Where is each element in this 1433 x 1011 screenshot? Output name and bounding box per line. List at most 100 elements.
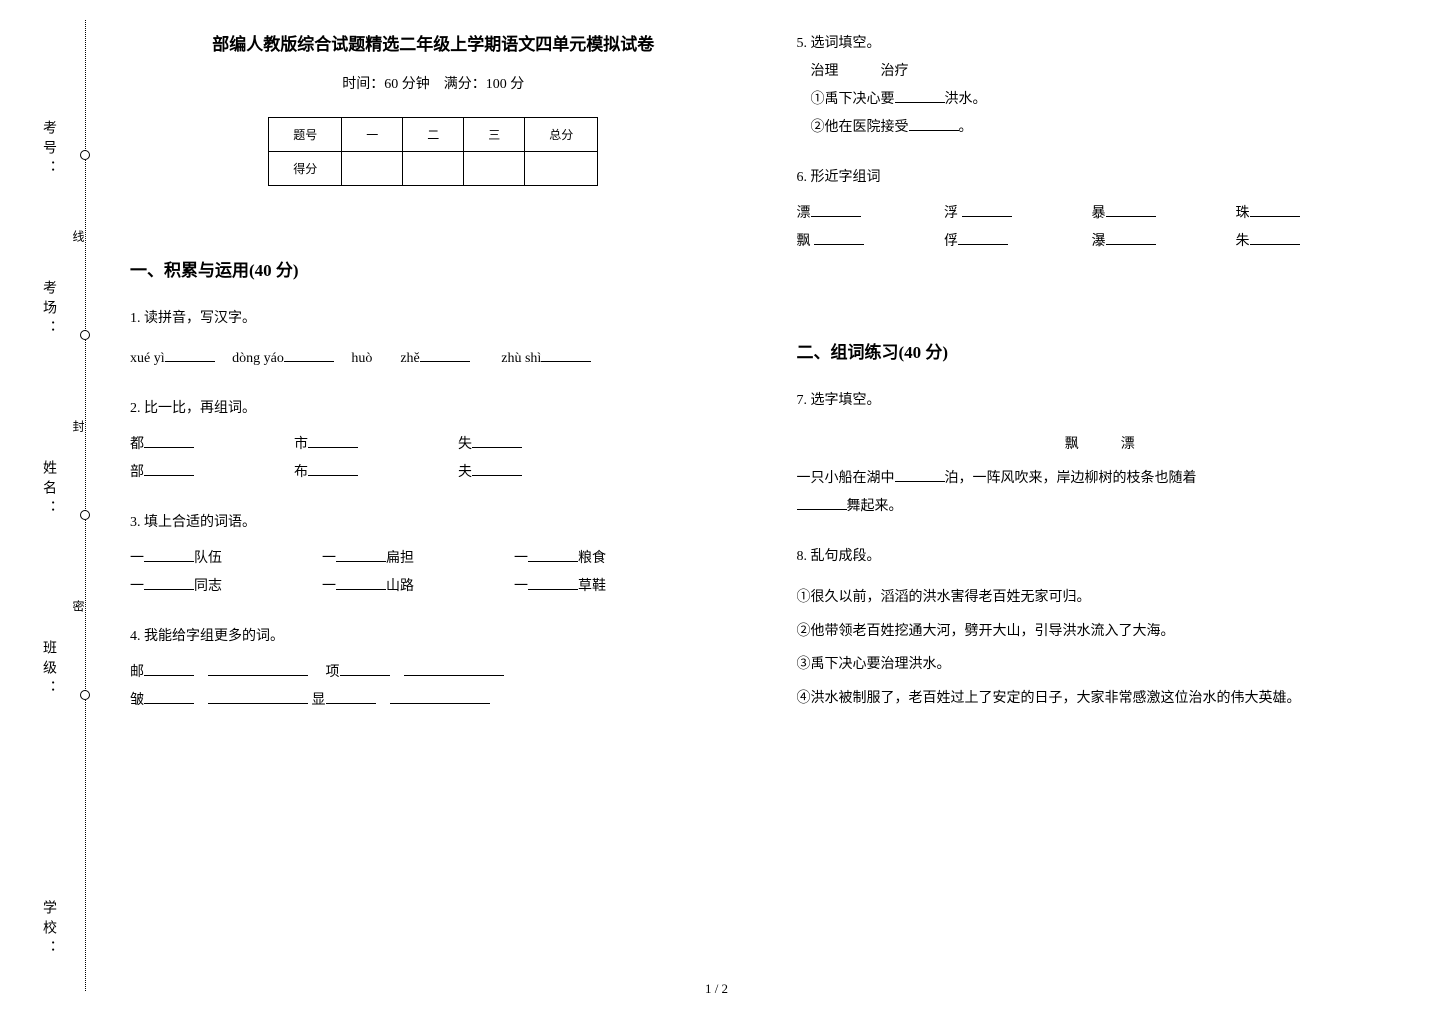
char-item: 皱 [130, 693, 144, 708]
word-item: 队伍 [194, 551, 222, 566]
line-text: 洪水。 [945, 92, 987, 107]
fill-blank [1250, 231, 1300, 245]
score-cell [464, 152, 525, 186]
question-7: 7. 选字填空。 飘 漂 一只小船在湖中 泊，一阵风吹来，岸边柳树的枝条也随着 舞… [797, 387, 1404, 521]
fill-blank [208, 690, 308, 704]
binding-label: 姓名： [38, 460, 58, 520]
fill-blank [336, 576, 386, 590]
word-item: 同志 [194, 579, 222, 594]
word-item: 扁担 [386, 551, 414, 566]
binding-dotted-line [85, 20, 86, 991]
fill-blank [472, 462, 522, 476]
char-item: 浮 [944, 206, 958, 221]
fill-blank [336, 548, 386, 562]
question-stem: 2. 比一比，再组词。 [130, 395, 737, 423]
fill-blank [958, 231, 1008, 245]
char-item: 夫 [458, 465, 472, 480]
fill-blank [1106, 231, 1156, 245]
line-text: ②他在医院接受 [811, 120, 909, 135]
pinyin-item: huò zhě [351, 351, 419, 366]
fill-blank [909, 117, 959, 131]
left-column: 部编人教版综合试题精选二年级上学期语文四单元模拟试卷 时间：60 分钟 满分：1… [130, 30, 737, 991]
word-choices: 飘 漂 [797, 431, 1404, 459]
word-item: 山路 [386, 579, 414, 594]
word-item: 草鞋 [578, 579, 606, 594]
sentence-item: ④洪水被制服了，老百姓过上了安定的日子，大家非常感激这位治水的伟大英雄。 [797, 682, 1404, 716]
score-header: 三 [464, 118, 525, 152]
fill-blank [208, 662, 308, 676]
binding-label: 考场： [38, 280, 58, 340]
char-item: 珠 [1236, 206, 1250, 221]
fill-blank [144, 548, 194, 562]
char-item: 项 [326, 665, 340, 680]
fill-blank [308, 462, 358, 476]
exam-subtitle: 时间：60 分钟 满分：100 分 [130, 73, 737, 93]
binding-circle [80, 330, 90, 340]
score-cell [403, 152, 464, 186]
line-text: 泊，一阵风吹来，岸边柳树的枝条也随着 [945, 471, 1197, 486]
fill-blank [144, 690, 194, 704]
question-5: 5. 选词填空。 治理 治疗 ①禹下决心要洪水。 ②他在医院接受。 [797, 30, 1404, 142]
char-item: 布 [294, 465, 308, 480]
line-text: 舞起来。 [847, 499, 903, 514]
fill-blank [390, 690, 490, 704]
word-item: 粮食 [578, 551, 606, 566]
char-item: 朱 [1236, 234, 1250, 249]
score-cell [342, 152, 403, 186]
question-stem: 7. 选字填空。 [797, 387, 1404, 415]
binding-inner-label: 封 [70, 420, 87, 458]
binding-label: 考号： [38, 120, 58, 180]
fill-blank [326, 690, 376, 704]
score-header: 总分 [525, 118, 598, 152]
content-area: 部编人教版综合试题精选二年级上学期语文四单元模拟试卷 时间：60 分钟 满分：1… [130, 30, 1403, 991]
pinyin-item: xué yì [130, 351, 165, 366]
line-text: 一只小船在湖中 [797, 471, 895, 486]
question-stem: 8. 乱句成段。 [797, 543, 1404, 571]
question-3: 3. 填上合适的词语。 一队伍 一扁担 一粮食 一同志 一山路 一草鞋 [130, 509, 737, 601]
char-item: 失 [458, 437, 472, 452]
char-item: 飘 [797, 234, 811, 249]
question-stem: 6. 形近字组词 [797, 164, 1404, 192]
sentence-item: ③禹下决心要治理洪水。 [797, 648, 1404, 682]
binding-circle [80, 510, 90, 520]
binding-circle [80, 150, 90, 160]
char-item: 邮 [130, 665, 144, 680]
exam-title: 部编人教版综合试题精选二年级上学期语文四单元模拟试卷 [130, 30, 737, 55]
fill-blank [284, 348, 334, 362]
char-item: 瀑 [1092, 234, 1106, 249]
char-item: 俘 [944, 234, 958, 249]
score-header: 二 [403, 118, 464, 152]
pinyin-item: dòng yáo [232, 351, 284, 366]
question-2: 2. 比一比，再组词。 都 部 市 布 失 夫 [130, 395, 737, 487]
question-stem: 3. 填上合适的词语。 [130, 509, 737, 537]
pinyin-item: zhù shì [501, 351, 541, 366]
binding-label: 学校： [38, 900, 58, 960]
fill-blank [420, 348, 470, 362]
binding-margin: 考号： 考场： 姓名： 班级： 学校： 线 封 密 [0, 0, 100, 1011]
fill-blank [811, 203, 861, 217]
question-6: 6. 形近字组词 漂 飘 浮 俘 暴 瀑 珠 朱 [797, 164, 1404, 256]
binding-inner-label: 线 [70, 230, 87, 268]
fill-blank [895, 89, 945, 103]
table-row: 题号 一 二 三 总分 [269, 118, 598, 152]
question-4: 4. 我能给字组更多的词。 邮 项 皱 显 [130, 623, 737, 715]
binding-circle [80, 690, 90, 700]
fill-blank [340, 662, 390, 676]
score-header: 题号 [269, 118, 342, 152]
table-row: 得分 [269, 152, 598, 186]
binding-label: 班级： [38, 640, 58, 700]
fill-blank [895, 468, 945, 482]
question-1: 1. 读拼音，写汉字。 xué yì dòng yáo huò zhě zhù … [130, 305, 737, 373]
char-item: 显 [312, 693, 326, 708]
question-8: 8. 乱句成段。 ①很久以前，滔滔的洪水害得老百姓无家可归。 ②他带领老百姓挖通… [797, 543, 1404, 715]
fill-blank [528, 576, 578, 590]
question-stem: 4. 我能给字组更多的词。 [130, 623, 737, 651]
fill-blank [144, 434, 194, 448]
fill-blank [165, 348, 215, 362]
char-item: 市 [294, 437, 308, 452]
question-stem: 1. 读拼音，写汉字。 [130, 305, 737, 333]
fill-blank [144, 662, 194, 676]
char-item: 都 [130, 437, 144, 452]
char-item: 部 [130, 465, 144, 480]
fill-blank [308, 434, 358, 448]
